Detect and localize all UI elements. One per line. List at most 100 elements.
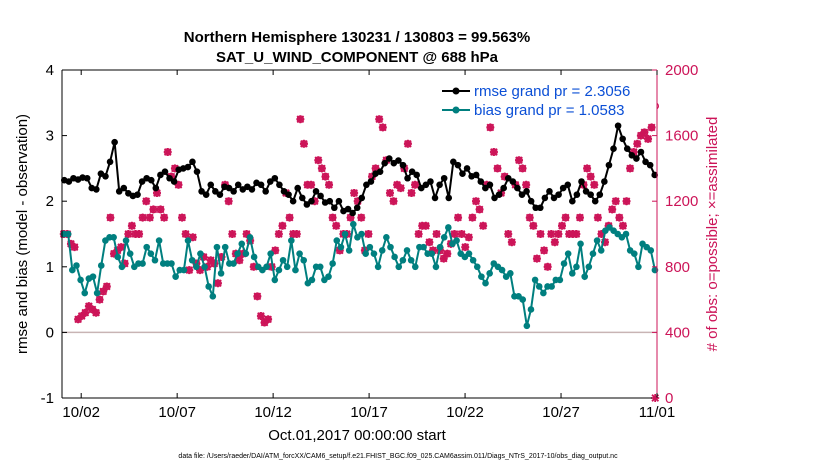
rmse-point — [230, 188, 237, 195]
obs-assimilated-point — [561, 213, 570, 222]
rmse-point — [404, 174, 411, 182]
obs-assimilated-point — [195, 266, 204, 275]
bias-point — [445, 224, 452, 231]
rmse-point — [450, 158, 457, 166]
obs-assimilated-point — [479, 221, 488, 230]
rmse-point — [399, 161, 407, 169]
bias-point — [316, 263, 324, 271]
bias-point — [118, 263, 126, 271]
obs-assimilated-point — [170, 164, 179, 173]
obs-assimilated-point — [590, 180, 599, 189]
obs-assimilated-point — [178, 213, 187, 222]
obs-assimilated-point — [99, 287, 108, 296]
rmse-point — [637, 148, 645, 156]
rmse-point — [294, 184, 302, 192]
y2-tick-label: 2000 — [665, 62, 698, 79]
obs-assimilated-point — [156, 205, 165, 214]
bias-point — [213, 243, 221, 251]
bias-point — [399, 256, 407, 264]
y-tick-label: 1 — [46, 259, 54, 276]
bias-point — [329, 260, 336, 267]
x-tick-label: 10/22 — [446, 404, 484, 421]
obs-assimilated-point — [206, 256, 215, 265]
rmse-point — [395, 157, 402, 164]
obs-assimilated-point — [106, 213, 115, 222]
obs-assimilated-point — [88, 305, 97, 314]
rmse-point — [445, 194, 453, 202]
bias-point — [263, 263, 270, 271]
y2-axis-label: # of obs: o=possible; ×=assimilated — [704, 117, 721, 352]
obs-assimilated-point — [267, 262, 276, 271]
rmse-point — [248, 186, 256, 193]
bias-point — [428, 250, 436, 257]
obs-assimilated-point — [536, 230, 545, 238]
bias-point — [498, 266, 506, 274]
rmse-point — [276, 181, 283, 189]
rmse-point — [642, 158, 649, 166]
obs-assimilated-point — [486, 123, 495, 132]
obs-assimilated-point — [332, 221, 341, 230]
obs-assimilated-point — [421, 221, 430, 230]
obs-assimilated-point — [210, 259, 219, 268]
rmse-point — [482, 184, 489, 192]
rmse-point — [550, 194, 558, 202]
rmse-point — [417, 184, 425, 192]
obs-assimilated-point — [235, 256, 244, 265]
bias-point — [192, 263, 200, 271]
bias-point — [69, 266, 76, 274]
bias-point — [486, 270, 493, 277]
obs-assimilated-point — [117, 243, 126, 252]
obs-assimilated-point — [127, 221, 136, 230]
obs-assimilated-point — [629, 148, 638, 156]
obs-assimilated-point — [160, 213, 169, 222]
bias-point — [77, 276, 84, 284]
chart-title: Northern Hemisphere 130231 / 130803 = 99… — [184, 29, 530, 46]
obs-assimilated-point — [278, 221, 287, 230]
rmse-point — [555, 191, 562, 198]
obs-assimilated-point — [583, 164, 592, 173]
obs-assimilated-point — [296, 115, 305, 124]
bias-point — [436, 243, 444, 251]
obs-assimilated-point — [393, 180, 402, 189]
rmse-point — [614, 122, 622, 130]
obs-assimilated-point — [540, 246, 549, 255]
bias-point — [540, 289, 547, 297]
bias-point — [230, 260, 237, 267]
rmse-point — [115, 188, 123, 195]
obs-assimilated-point — [543, 262, 552, 271]
obs-assimilated-point — [102, 282, 111, 291]
obs-assimilated-point — [256, 312, 265, 320]
rmse-point — [431, 194, 439, 202]
obs-assimilated-point — [314, 156, 323, 165]
bias-point — [333, 237, 341, 244]
obs-assimilated-point — [471, 197, 480, 206]
rmse-point — [335, 197, 343, 205]
obs-assimilated-point — [353, 197, 362, 206]
x-tick-label: 11/01 — [639, 404, 675, 421]
obs-assimilated-point — [647, 123, 656, 132]
obs-assimilated-point — [411, 180, 420, 189]
obs-assimilated-point — [124, 230, 133, 238]
rmse-point — [573, 191, 581, 198]
bias-point — [93, 289, 101, 297]
bias-point — [300, 256, 308, 264]
obs-assimilated-point — [228, 230, 237, 238]
y2-tick-label: 800 — [665, 259, 690, 276]
rmse-point — [216, 191, 224, 198]
obs-assimilated-point — [575, 213, 584, 222]
x-tick-label: 10/07 — [158, 404, 196, 421]
bias-point — [296, 250, 303, 257]
obs-assimilated-point — [325, 180, 334, 189]
bias-point — [383, 233, 390, 241]
obs-assimilated-point — [640, 128, 649, 137]
bias-point — [188, 256, 196, 264]
bias-point — [391, 253, 398, 261]
ticks-layer: 10/02 10/07 10/12 10/17 10/22 10/27 11/01-1012… — [41, 62, 699, 421]
obs-assimilated-point — [601, 238, 610, 247]
axes-layer — [61, 69, 658, 399]
obs-assimilated-point — [644, 134, 653, 143]
obs-assimilated-point — [439, 254, 448, 263]
bias-point — [345, 247, 353, 254]
obs-assimilated-point — [468, 213, 477, 222]
